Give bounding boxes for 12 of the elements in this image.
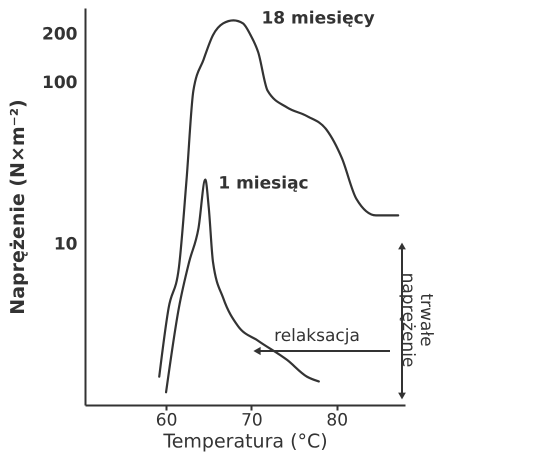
annotation: trwałe naprężenie xyxy=(398,272,436,368)
y-axis-title: Naprężenie (N×m⁻²) xyxy=(7,99,30,315)
x-tick-label: 80 xyxy=(326,410,348,430)
annotation: relaksacja xyxy=(274,326,360,346)
series-label: 1 miesiąc xyxy=(218,174,309,194)
series-label: 18 miesięcy xyxy=(261,8,375,28)
y-tick-label: 10 xyxy=(54,234,78,254)
y-tick-label: 200 xyxy=(42,24,78,45)
x-axis-title: Temperatura (°C) xyxy=(162,430,328,452)
x-tick-label: 70 xyxy=(241,410,263,430)
y-tick-label: 100 xyxy=(42,73,78,94)
x-tick-label: 60 xyxy=(156,410,178,430)
